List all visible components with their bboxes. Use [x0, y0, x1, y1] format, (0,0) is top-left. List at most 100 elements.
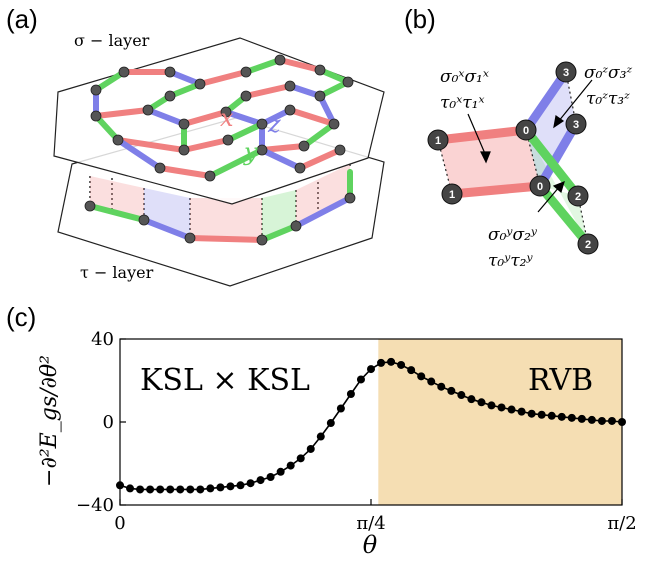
data-point: [387, 357, 396, 366]
bond-label-x: x: [220, 104, 234, 132]
data-point: [527, 409, 536, 418]
site-label: 0: [537, 181, 543, 193]
data-point: [477, 398, 486, 407]
site-sigma-1: [427, 129, 449, 151]
site-tau-0: [529, 175, 551, 197]
panel-a: (a): [6, 4, 385, 287]
site-label: 3: [563, 67, 569, 79]
data-point: [316, 432, 325, 441]
data-point: [166, 485, 175, 494]
data-point: [336, 404, 345, 413]
data-point: [607, 416, 616, 425]
sigma-layer-plane: [53, 37, 385, 205]
site-label: 3: [573, 119, 579, 131]
data-point: [417, 372, 426, 381]
data-point: [116, 481, 124, 490]
site-sigma-3: [555, 61, 577, 83]
sigma-layer-label: σ − layer: [74, 31, 150, 50]
data-point: [226, 482, 235, 491]
y-axis-label: −∂²E_gs/∂θ²: [37, 355, 62, 487]
data-point: [497, 403, 506, 412]
panel-b: (b): [404, 4, 632, 271]
data-point: [397, 360, 406, 369]
site-label: 0: [523, 125, 529, 137]
b-bonds: [433, 67, 593, 249]
data-point: [577, 414, 586, 423]
sigma-layer-sites: [90, 54, 354, 182]
data-point: [457, 391, 466, 400]
data-point: [367, 365, 375, 374]
data-point: [517, 407, 526, 416]
data-point: [437, 382, 446, 391]
data-point: [216, 483, 225, 492]
data-point: [296, 454, 305, 463]
data-point: [136, 485, 145, 494]
site-tau-1: [441, 183, 463, 205]
data-point: [356, 375, 365, 384]
data-point: [567, 413, 576, 422]
data-point: [246, 479, 255, 488]
site-tau-2: [577, 233, 599, 255]
site-tau-3: [565, 113, 587, 135]
data-point: [236, 481, 245, 490]
data-point: [266, 472, 275, 481]
term-z-sigma: σ₀ᶻσ₃ᶻ: [584, 63, 632, 83]
data-point: [176, 485, 185, 494]
data-point: [346, 389, 355, 398]
bond-label-z: z: [267, 110, 281, 138]
term-z-tau: τ₀ᶻτ₃ᶻ: [586, 89, 630, 109]
data-point: [618, 418, 626, 426]
x-plaquette: [438, 130, 540, 194]
site-sigma-2: [567, 185, 589, 207]
panel-b-label: (b): [404, 4, 436, 34]
tau-layer-sites: [84, 192, 356, 246]
data-point: [286, 461, 295, 470]
site-sigma-0: [515, 119, 537, 141]
term-x-tau: τ₀ˣτ₁ˣ: [440, 93, 485, 113]
y-tick-label: 40: [91, 329, 114, 350]
b-sites: [427, 61, 599, 255]
x-tick-label: 0: [114, 513, 125, 534]
data-point: [557, 412, 566, 421]
b-arrows: [467, 79, 593, 213]
panel-a-label: (a): [6, 4, 38, 34]
data-point: [126, 484, 135, 493]
x-axis-label: θ: [363, 531, 378, 559]
y-tick-label: 0: [103, 412, 114, 433]
x-tick-label: π/2: [607, 513, 636, 534]
data-point: [467, 395, 476, 404]
data-point: [256, 476, 265, 485]
data-point: [407, 366, 416, 375]
y-tick-label: −40: [76, 495, 114, 516]
site-label: 1: [435, 135, 441, 147]
data-point: [156, 485, 165, 494]
site-label: 2: [575, 191, 581, 203]
data-point: [427, 377, 436, 386]
site-label: 1: [449, 189, 455, 201]
x-tick-label: π/4: [356, 513, 385, 534]
data-point: [597, 416, 606, 425]
z-plaquette: [526, 72, 576, 186]
data-point: [547, 411, 556, 420]
data-point: [377, 358, 386, 367]
panel-c-label: (c): [6, 302, 36, 332]
bond-label-y: y: [243, 138, 258, 166]
tau-layer-label: τ − layer: [80, 263, 154, 282]
data-point: [447, 386, 456, 395]
region-left-label: KSL × KSL: [140, 363, 310, 398]
data-point: [537, 410, 546, 419]
term-y-sigma: σ₀ʸσ₂ʸ: [488, 225, 538, 245]
data-point: [196, 485, 205, 494]
data-point: [326, 419, 335, 428]
data-point: [186, 485, 195, 494]
data-point: [587, 415, 596, 424]
region-right-label: RVB: [528, 363, 593, 398]
data-point: [206, 484, 215, 493]
data-point: [306, 444, 315, 453]
term-y-tau: τ₀ʸτ₂ʸ: [488, 251, 533, 271]
data-point: [146, 485, 155, 494]
data-point: [487, 401, 496, 410]
data-point: [507, 405, 516, 414]
